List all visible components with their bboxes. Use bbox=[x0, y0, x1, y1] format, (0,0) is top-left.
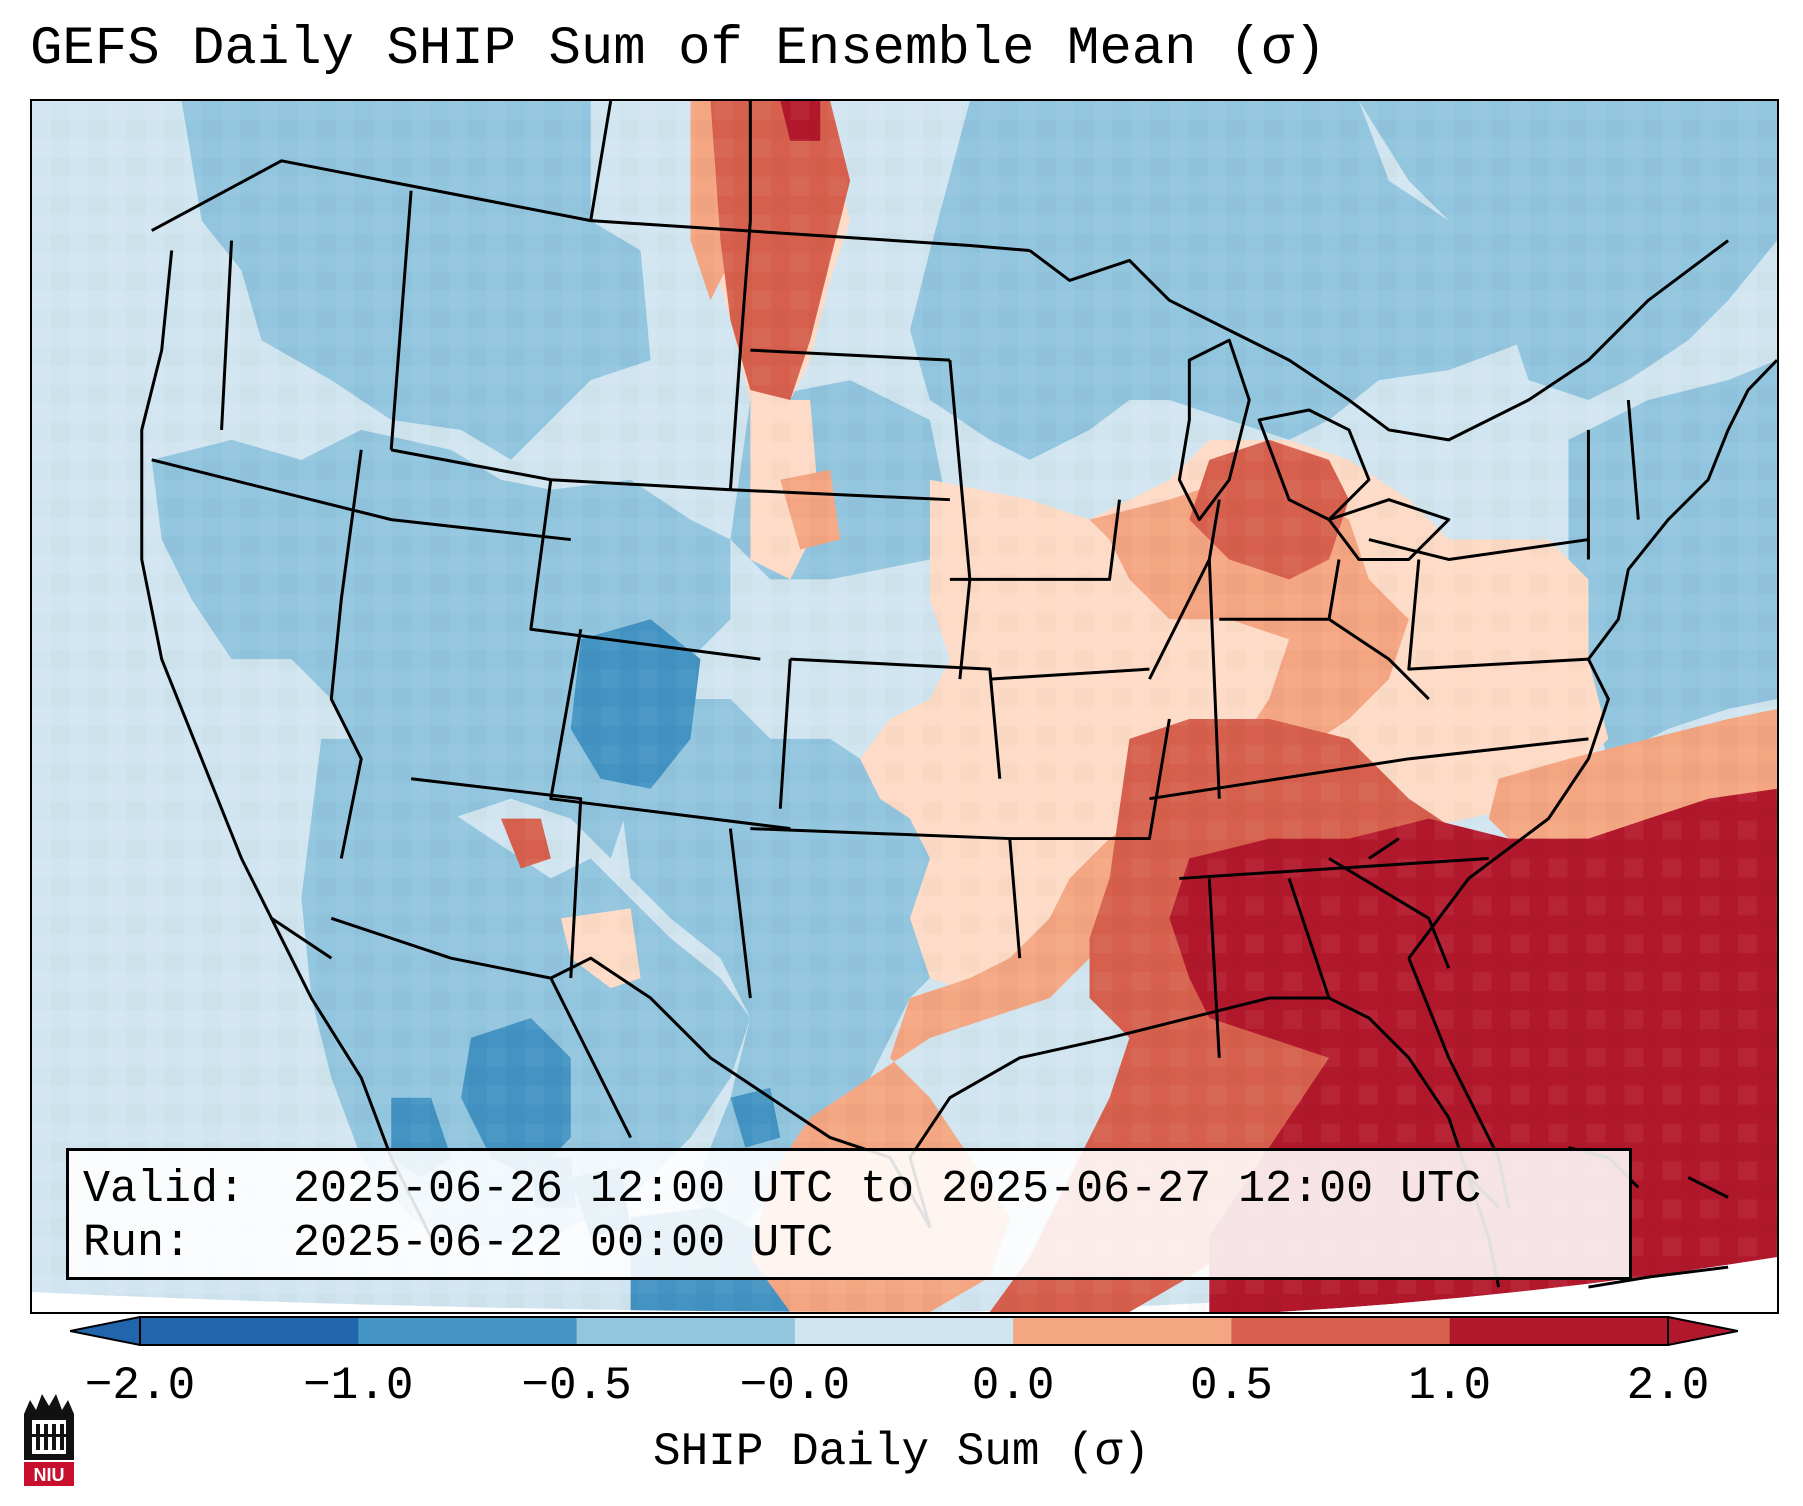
niu-castle-logo-icon: NIU bbox=[20, 1390, 78, 1490]
map-panel bbox=[30, 99, 1779, 1314]
ship-anomaly-map bbox=[32, 101, 1777, 1312]
run-row: Run: 2025-06-22 00:00 UTC bbox=[83, 1217, 1615, 1271]
colorbar-graphic bbox=[70, 1316, 1738, 1346]
colorbar-tick-label: −1.0 bbox=[303, 1360, 414, 1412]
colorbar-segment bbox=[576, 1317, 796, 1345]
colorbar bbox=[70, 1316, 1738, 1346]
colorbar-extend-high bbox=[1667, 1316, 1738, 1346]
colorbar-segment bbox=[794, 1317, 1014, 1345]
logo-text: NIU bbox=[34, 1465, 65, 1485]
colorbar-segment bbox=[140, 1317, 359, 1345]
colorbar-segment bbox=[358, 1317, 578, 1345]
valid-row: Valid: 2025-06-26 12:00 UTC to 2025-06-2… bbox=[83, 1163, 1615, 1217]
colorbar-tick-label: −2.0 bbox=[84, 1360, 196, 1412]
colorbar-tick-label: 1.0 bbox=[1408, 1360, 1492, 1412]
colorbar-segment bbox=[1449, 1317, 1669, 1345]
page-title: GEFS Daily SHIP Sum of Ensemble Mean (σ) bbox=[30, 19, 1327, 80]
colorbar-tick-label: 0.0 bbox=[971, 1360, 1055, 1412]
valid-label: Valid: bbox=[83, 1164, 246, 1215]
colorbar-tick-label: −0.0 bbox=[739, 1360, 851, 1412]
colorbar-border bbox=[139, 1316, 1669, 1346]
valid-run-info-box: Valid: 2025-06-26 12:00 UTC to 2025-06-2… bbox=[66, 1148, 1632, 1280]
colorbar-label: SHIP Daily Sum (σ) bbox=[653, 1426, 1150, 1478]
valid-value: 2025-06-26 12:00 UTC to 2025-06-27 12:00… bbox=[293, 1164, 1482, 1215]
run-label: Run: bbox=[83, 1218, 192, 1269]
run-value: 2025-06-22 00:00 UTC bbox=[293, 1218, 834, 1269]
colorbar-tick-label: 2.0 bbox=[1626, 1360, 1710, 1412]
colorbar-tick-label: 0.5 bbox=[1190, 1360, 1273, 1412]
colorbar-segment bbox=[1231, 1317, 1451, 1345]
colorbar-segment bbox=[1013, 1317, 1232, 1345]
colorbar-extend-low bbox=[70, 1316, 141, 1346]
colorbar-tick-label: −0.5 bbox=[521, 1360, 632, 1412]
